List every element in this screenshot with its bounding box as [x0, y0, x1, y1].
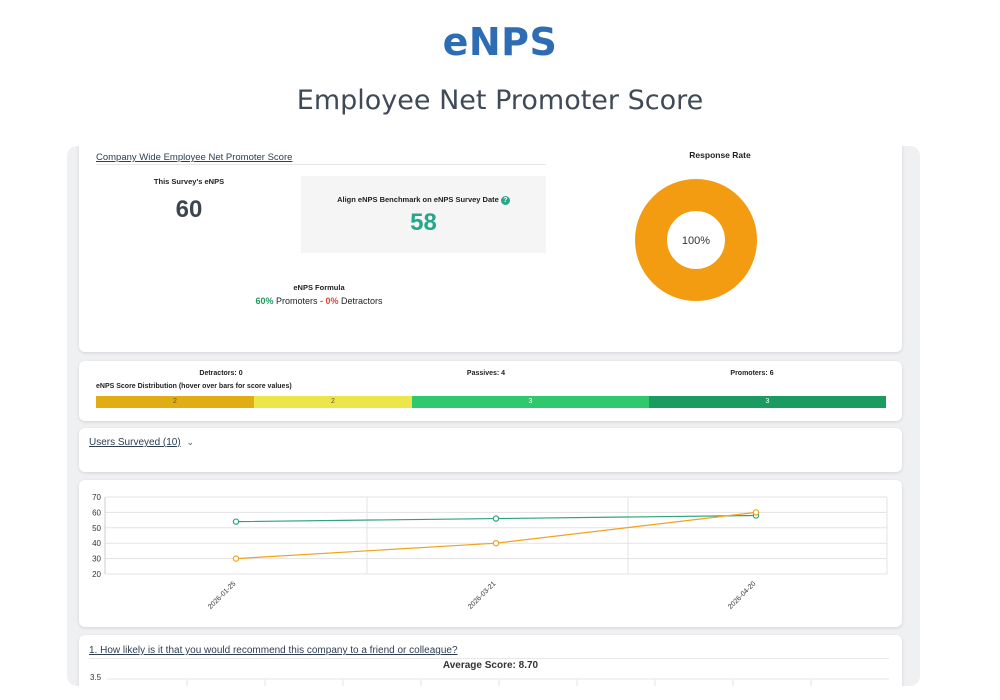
- question-chart-grid: [107, 678, 889, 686]
- hero-subtitle: Employee Net Promoter Score: [296, 85, 704, 116]
- data-point: [492, 540, 500, 547]
- distribution-segment[interactable]: 3: [649, 396, 886, 408]
- this-survey-value: 60: [175, 196, 203, 223]
- promoters-count: Promoters: 6: [730, 370, 774, 377]
- x-tick-label: 2026-01-25: [207, 580, 237, 610]
- distribution-segment[interactable]: 3: [412, 396, 649, 408]
- benchmark-box: Align eNPS Benchmark on eNPS Survey Date…: [301, 176, 546, 253]
- passives-count: Passives: 4: [466, 370, 506, 377]
- response-rate-title: Response Rate: [689, 150, 751, 160]
- users-surveyed-toggle[interactable]: Users Surveyed (10) ⌄: [89, 437, 194, 448]
- question-divider: [89, 658, 889, 659]
- trend-chart-card: 70 60 50 40 30 20 2026-01-25 2026-03-21 2026-04-…: [79, 480, 902, 627]
- y-tick-label: 70: [92, 493, 101, 502]
- this-survey-label: This Survey's eNPS: [153, 177, 225, 186]
- formula-promoters-pct: 60%: [255, 296, 274, 306]
- data-point: [492, 515, 500, 522]
- detractors-count: Detractors: 0: [199, 370, 243, 377]
- average-score: Average Score: 8.70: [442, 660, 539, 671]
- formula-dash: -: [320, 296, 323, 306]
- data-point: [232, 518, 240, 525]
- y-tick-label: 20: [92, 570, 101, 579]
- benchmark-value: 58: [410, 209, 437, 236]
- data-point: [232, 555, 240, 562]
- data-point: [752, 509, 760, 516]
- question-card: 1. How likely is it that you would recom…: [79, 635, 902, 686]
- question-chart-tick: 3.5: [90, 673, 102, 682]
- users-surveyed-label[interactable]: Users Surveyed (10): [89, 437, 181, 448]
- formula-detractors-pct: 0%: [325, 296, 339, 306]
- benchmark-label: Align eNPS Benchmark on eNPS Survey Date: [337, 195, 499, 204]
- formula-line: 60% Promoters - 0% Detractors: [209, 296, 429, 306]
- x-tick-label: 2026-04-20: [727, 580, 757, 610]
- distribution-segment[interactable]: 2: [254, 396, 412, 408]
- chevron-down-icon[interactable]: ⌄: [186, 437, 195, 447]
- formula-detractors-word: Detractors: [341, 296, 383, 306]
- question-title[interactable]: 1. How likely is it that you would recom…: [89, 645, 458, 656]
- formula-title: eNPS Formula: [293, 283, 345, 292]
- donut-arc: [635, 179, 757, 301]
- distribution-title: eNPS Score Distribution (hover over bars…: [96, 383, 292, 390]
- benchmark-label-row: Align eNPS Benchmark on eNPS Survey Date…: [301, 195, 546, 205]
- summary-card: Company Wide Employee Net Promoter Score…: [79, 146, 902, 352]
- users-card: Users Surveyed (10) ⌄: [79, 428, 902, 472]
- x-tick-label: 2026-03-21: [467, 580, 497, 610]
- y-tick-label: 60: [92, 508, 101, 517]
- dashboard-frame: Company Wide Employee Net Promoter Score…: [67, 146, 920, 686]
- y-tick-label: 40: [92, 539, 101, 548]
- distribution-card: Detractors: 0 Passives: 4 Promoters: 6 e…: [79, 361, 902, 421]
- y-tick-label: 30: [92, 555, 101, 564]
- summary-section-title[interactable]: Company Wide Employee Net Promoter Score: [96, 152, 293, 163]
- response-rate-donut[interactable]: 100%: [634, 178, 758, 302]
- y-tick-label: 50: [92, 524, 101, 533]
- formula-promoters-word: Promoters: [275, 296, 318, 306]
- trend-chart[interactable]: 70 60 50 40 30 20 2026-01-25 2026-03-21 2026-04-…: [79, 480, 902, 627]
- response-rate-value: 100%: [682, 235, 710, 247]
- hero-title: eNPS: [442, 20, 558, 64]
- title-divider: [96, 164, 546, 165]
- distribution-segment[interactable]: 2: [96, 396, 254, 408]
- help-icon[interactable]: ?: [500, 195, 510, 205]
